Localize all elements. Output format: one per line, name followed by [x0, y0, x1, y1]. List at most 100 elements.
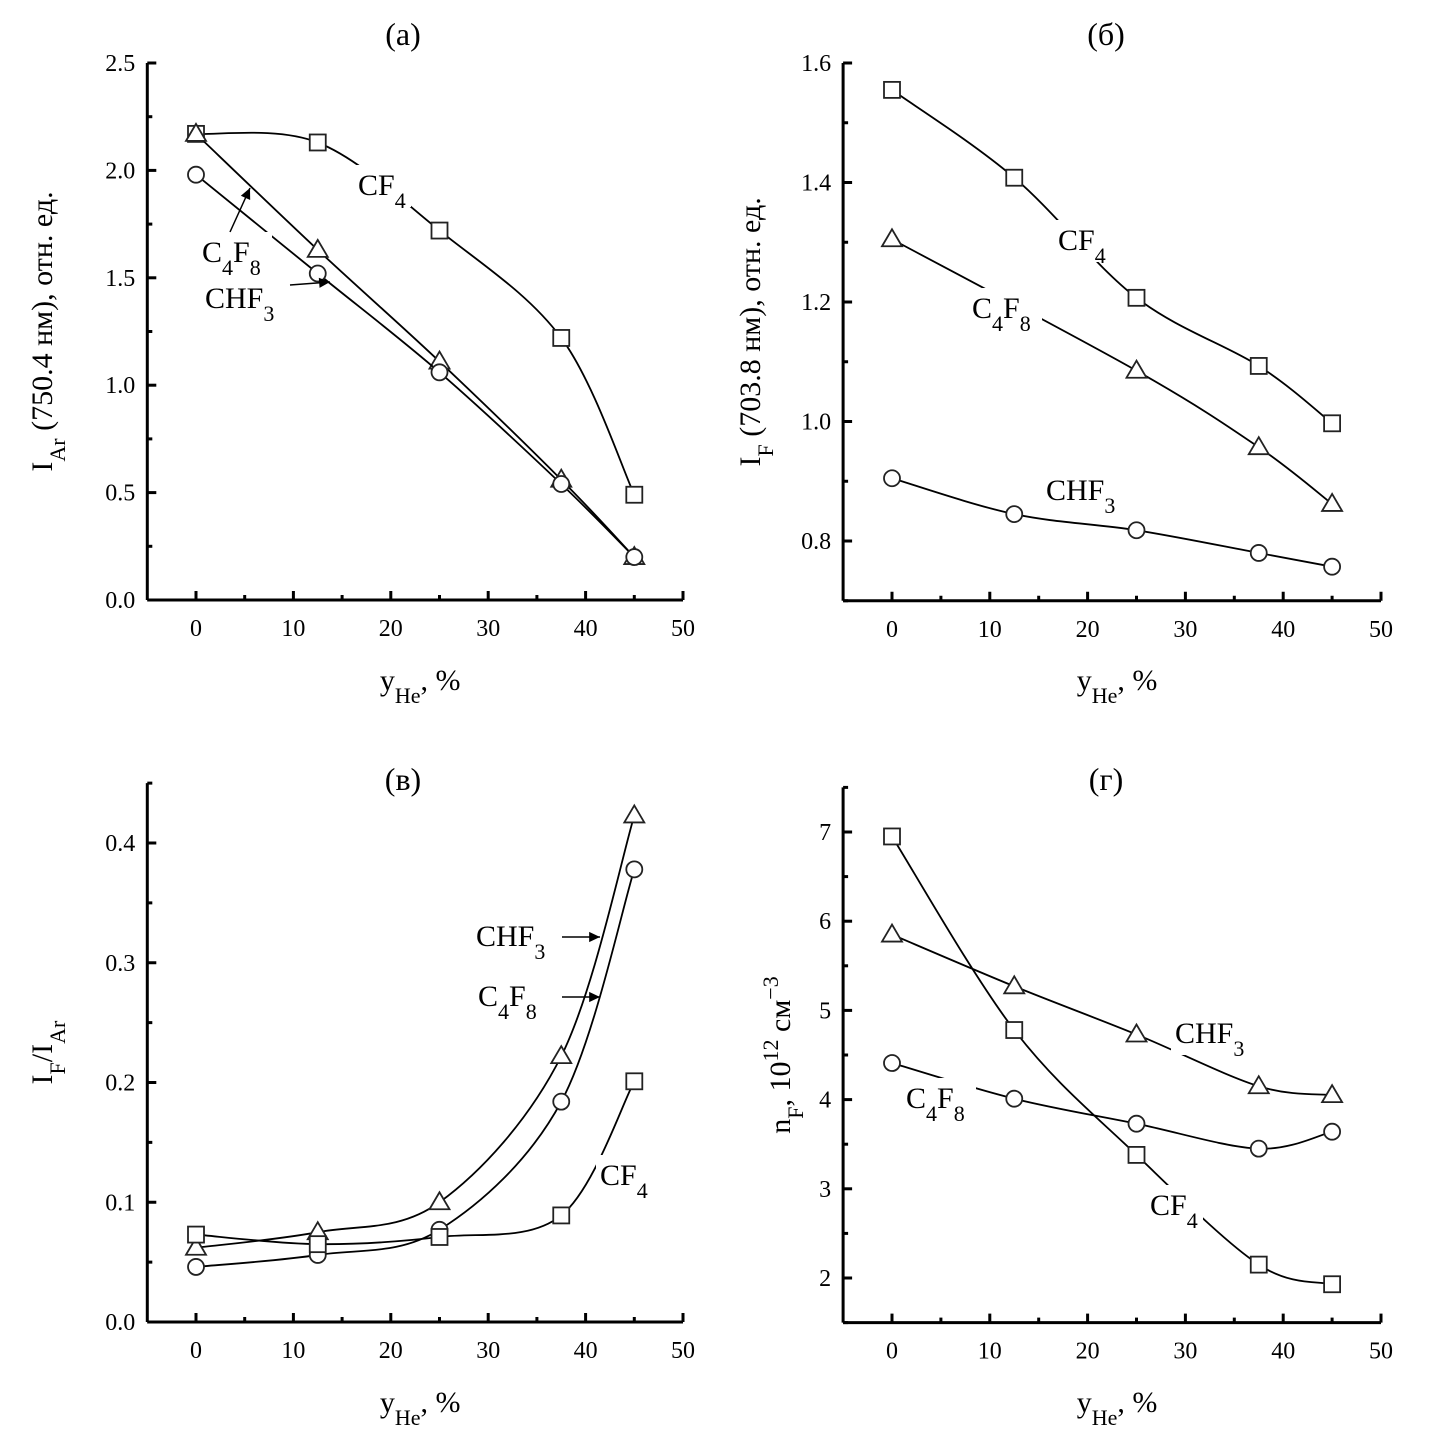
- data-point-circle: [625, 548, 644, 566]
- data-point-triangle: [880, 922, 904, 943]
- panel-1: 0 10 20 30 40 50 0.0 0.5 1.0 1.5 2.0 2.5 (а) yHe, % IA…: [26, 16, 695, 708]
- data-point-square: [1249, 357, 1268, 375]
- x-tick-label: 40: [1271, 617, 1295, 643]
- panel-title: (в): [385, 761, 421, 797]
- data-point-square: [883, 827, 901, 846]
- series-chf3: [880, 922, 1344, 1104]
- series-label-c4f8: C4F8: [972, 292, 1031, 336]
- data-point-circle: [1323, 557, 1341, 576]
- label-background: [198, 232, 272, 274]
- data-point-triangle: [1002, 974, 1026, 995]
- fit-line: [891, 89, 1333, 425]
- label-background: [474, 976, 548, 1018]
- x-axis-label: yHe, %: [1077, 664, 1158, 708]
- x-tick-label: 0: [886, 617, 898, 643]
- data-point-triangle: [1247, 435, 1271, 456]
- x-tick-label: 10: [978, 1339, 1002, 1365]
- data-point-square: [430, 221, 449, 240]
- arrow-head-icon: [240, 188, 251, 200]
- y-tick-label: 7: [819, 820, 831, 846]
- data-point-circle: [625, 860, 644, 879]
- data-point-circle: [1005, 505, 1024, 524]
- data-point-circle: [187, 165, 205, 184]
- y-tick-label: 1.4: [801, 171, 831, 197]
- data-point-circle: [430, 363, 449, 382]
- x-axis-label: yHe, %: [1077, 1386, 1158, 1430]
- data-point-triangle: [184, 1235, 208, 1256]
- data-point-triangle: [549, 1044, 573, 1065]
- x-tick-label: 50: [671, 616, 695, 642]
- y-tick-label: 2.5: [105, 51, 135, 77]
- series-cf4: [187, 1072, 644, 1254]
- label-background: [1146, 1185, 1203, 1227]
- y-axis-label: nF, 1012 см−3: [758, 976, 808, 1133]
- data-point-square: [1323, 414, 1341, 433]
- series-c4f8: [880, 227, 1344, 512]
- x-tick-label: 40: [574, 616, 598, 642]
- data-point-circle: [1127, 1114, 1146, 1133]
- data-point-triangle: [306, 238, 330, 258]
- data-point-square: [187, 1225, 205, 1244]
- data-point-triangle: [427, 1190, 452, 1211]
- data-point-triangle: [1247, 1074, 1271, 1095]
- data-point-circle: [883, 469, 901, 488]
- x-tick-label: 40: [574, 1338, 598, 1364]
- x-tick-label: 20: [1076, 617, 1100, 643]
- series-cf4: [883, 80, 1341, 433]
- y-tick-label: 5: [819, 998, 831, 1024]
- y-tick-label: 0.3: [105, 951, 135, 977]
- data-point-triangle: [184, 122, 208, 142]
- series-label-cf4: CF4: [600, 1159, 648, 1203]
- label-background: [1171, 1013, 1245, 1055]
- x-tick-label: 10: [978, 617, 1002, 643]
- x-tick-label: 30: [476, 1338, 500, 1364]
- y-axis-label: IF/IAr: [26, 1020, 70, 1084]
- series-label-c4f8: C4F8: [202, 236, 261, 280]
- label-background: [968, 288, 1042, 330]
- y-tick-label: 3: [819, 1177, 831, 1203]
- data-point-circle: [552, 475, 571, 493]
- y-tick-label: 1.2: [801, 290, 831, 316]
- data-point-square: [625, 1072, 644, 1091]
- data-point-square: [625, 485, 644, 504]
- data-point-square: [883, 80, 901, 99]
- series-c4f8: [184, 803, 646, 1256]
- data-point-triangle: [1320, 492, 1344, 512]
- series-label-cf4: CF4: [1150, 1189, 1198, 1233]
- series-chf3: [187, 165, 644, 566]
- data-point-square: [308, 133, 327, 152]
- fit-line: [195, 869, 636, 1268]
- data-point-circle: [1249, 1139, 1268, 1158]
- label-background: [472, 916, 546, 958]
- data-point-circle: [552, 1092, 571, 1111]
- data-point-circle: [1249, 544, 1268, 562]
- x-tick-label: 40: [1271, 1339, 1295, 1365]
- label-background: [354, 165, 411, 207]
- arrow-head-icon: [589, 931, 600, 943]
- x-tick-label: 10: [281, 616, 305, 642]
- y-axis-label: IAr (750.4 нм), отн. ед.: [26, 191, 70, 471]
- label-background: [1054, 220, 1111, 262]
- label-background: [596, 1155, 653, 1197]
- data-point-circle: [883, 1054, 901, 1072]
- y-tick-label: 0.5: [105, 481, 135, 507]
- y-tick-label: 1.0: [105, 373, 135, 399]
- series-label-chf3: CHF3: [1046, 474, 1115, 518]
- y-tick-label: 1.0: [801, 410, 831, 436]
- y-tick-label: 1.6: [801, 51, 831, 77]
- panel-2: 0 10 20 30 40 50 0.8 1.0 1.2 1.4 1.6 (б) yHe, % IF (7…: [734, 16, 1393, 708]
- y-tick-label: 4: [819, 1088, 831, 1114]
- data-point-circle: [1323, 1122, 1341, 1141]
- data-point-square: [552, 1206, 571, 1225]
- fit-line: [891, 238, 1333, 505]
- series-label-c4f8: C4F8: [478, 980, 537, 1024]
- x-tick-label: 0: [886, 1339, 898, 1365]
- panel-4: 0 10 20 30 40 50 2 3 4 5 6 7 (г) yHe, % nF, 1012 см−3 C…: [758, 761, 1394, 1430]
- y-tick-label: 1.5: [105, 266, 135, 292]
- x-tick-label: 0: [190, 616, 202, 642]
- series-label-chf3: CHF3: [1175, 1017, 1244, 1061]
- y-tick-label: 2: [819, 1266, 831, 1292]
- arrow-head-icon: [318, 277, 330, 288]
- series-label-cf4: CF4: [358, 169, 406, 213]
